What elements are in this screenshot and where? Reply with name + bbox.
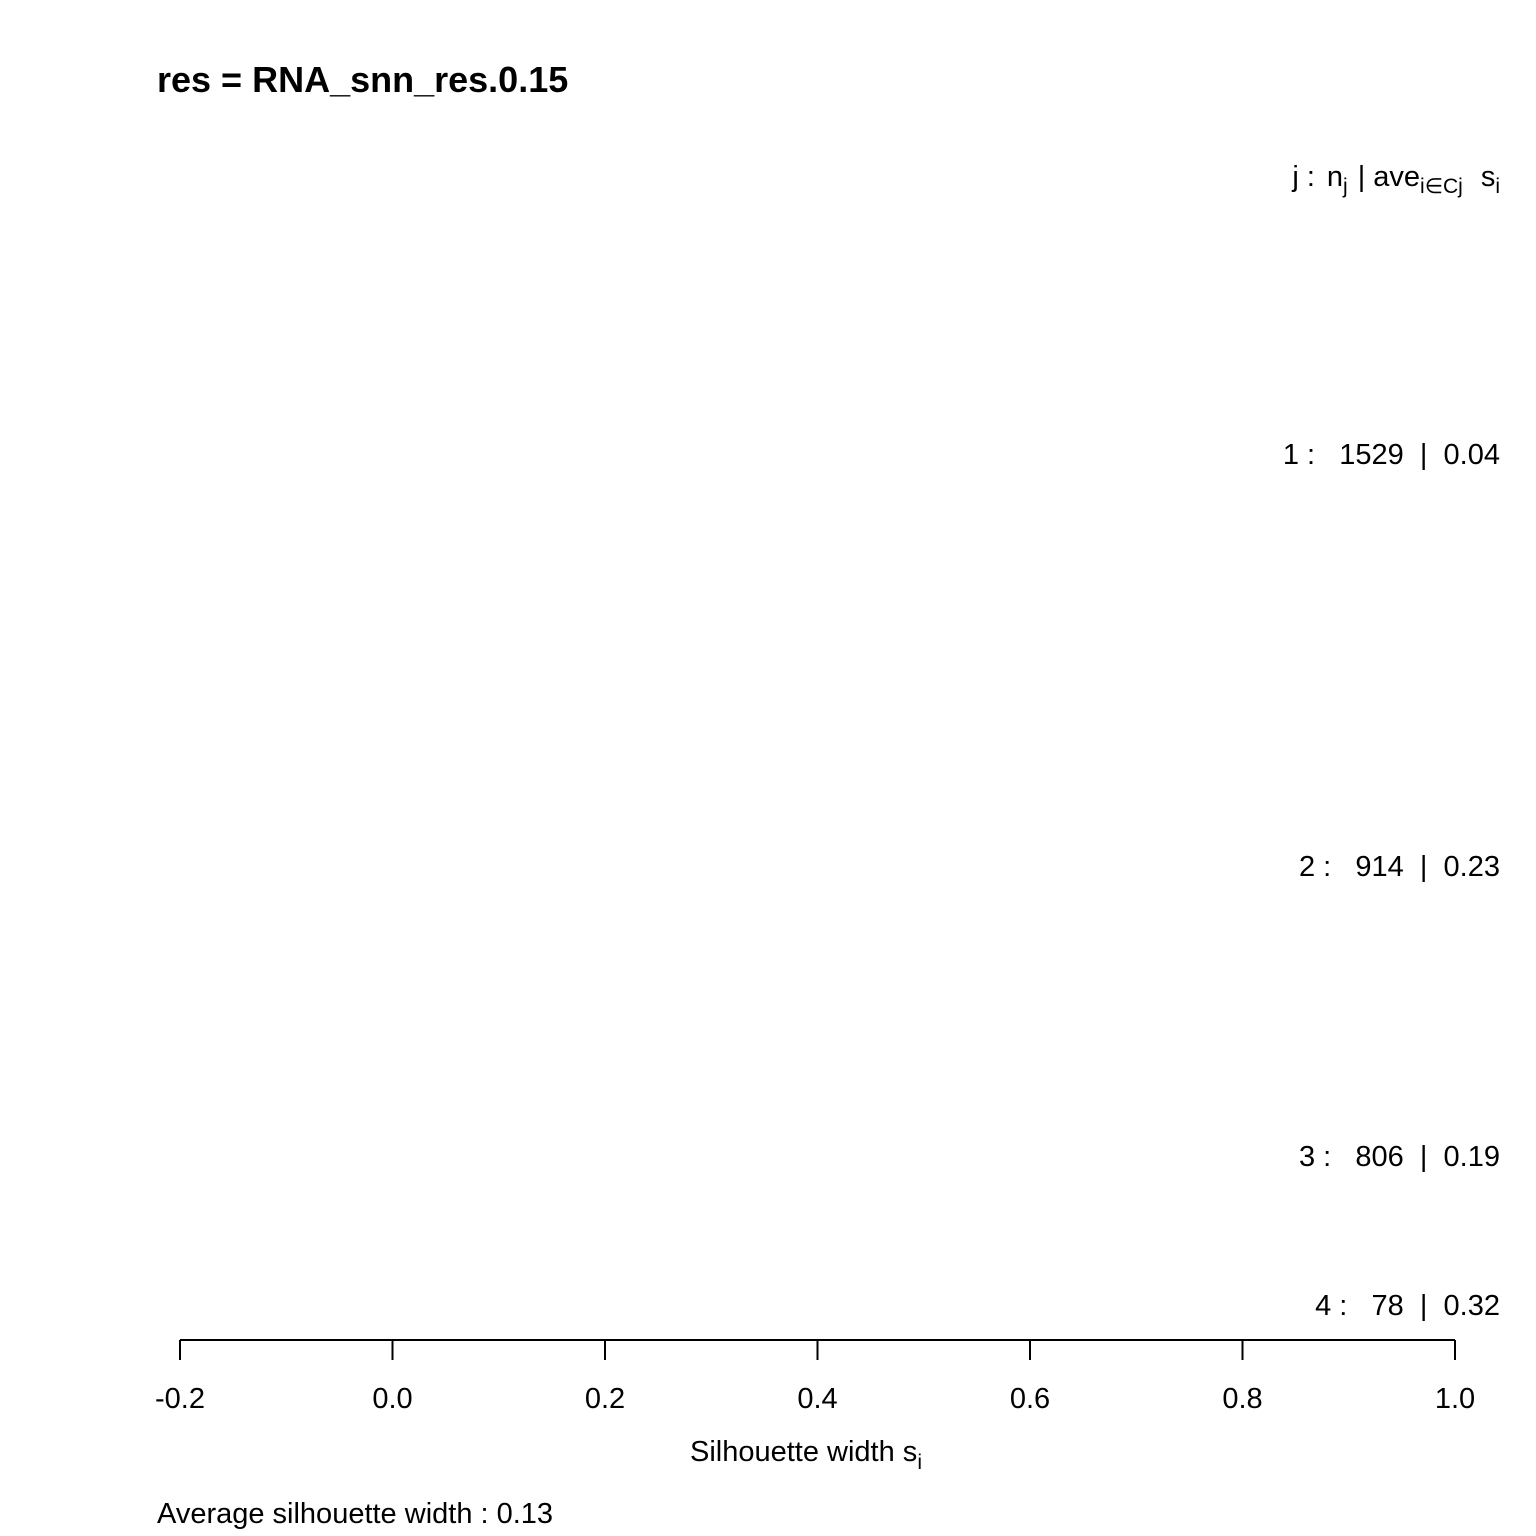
x-axis-ticks: -0.2 0.0 0.2 0.4 0.6 0.8 1.0 bbox=[155, 1340, 1475, 1415]
x-tick-label: 1.0 bbox=[1435, 1383, 1475, 1415]
x-tick-label: -0.2 bbox=[155, 1383, 205, 1415]
x-tick-label: 0.0 bbox=[372, 1383, 412, 1415]
x-tick-label: 0.6 bbox=[1010, 1383, 1050, 1415]
cluster-1-label: 1 : 1529 | 0.04 bbox=[1283, 439, 1500, 471]
chart-title: res = RNA_snn_res.0.15 bbox=[157, 59, 568, 100]
x-tick-label: 0.8 bbox=[1222, 1383, 1262, 1415]
cluster-3-label: 3 : 806 | 0.19 bbox=[1299, 1141, 1500, 1173]
cluster-4-label: 4 : 78 | 0.32 bbox=[1315, 1290, 1500, 1322]
x-tick-label: 0.4 bbox=[797, 1383, 837, 1415]
cluster-labels: 1 : 1529 | 0.04 2 : 914 | 0.23 3 : 806 | 0… bbox=[1283, 439, 1500, 1322]
x-tick-label: 0.2 bbox=[585, 1383, 625, 1415]
cluster-header: j : nj | avei∈Cj si bbox=[1291, 161, 1500, 198]
x-axis-label: Silhouette width si bbox=[690, 1436, 922, 1474]
cluster-2-label: 2 : 914 | 0.23 bbox=[1299, 851, 1500, 883]
average-silhouette-footer: Average silhouette width : 0.13 bbox=[157, 1498, 553, 1530]
